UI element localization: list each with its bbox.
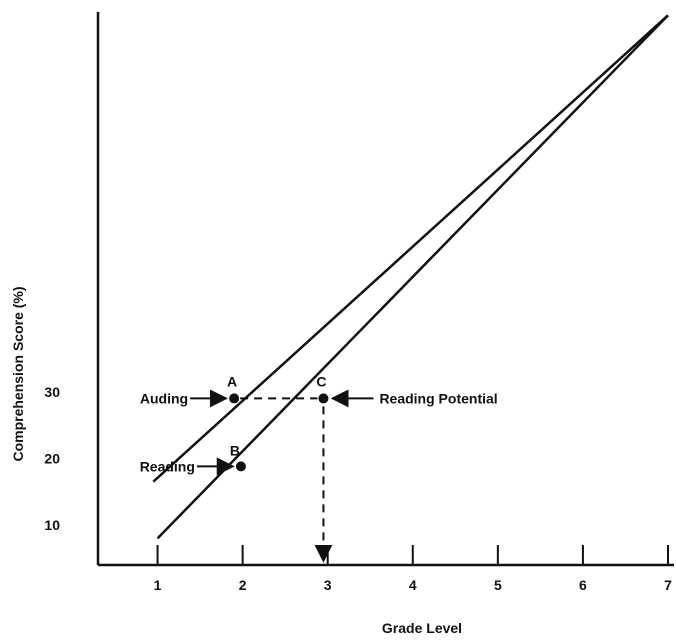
point-b [235,461,246,472]
axes [96,12,674,567]
point-a [229,393,240,404]
y-tick-label-10: 10 [44,517,60,533]
guide-lines [240,397,333,563]
point-c [318,393,329,404]
series-line-auding [152,14,669,483]
x-tick-label-1: 1 [154,577,162,593]
point-label-c: C [316,373,326,389]
point-label-b: B [230,442,240,458]
y-axis-label: Comprehension Score (%) [10,286,26,461]
y-tick-label-30: 30 [44,384,60,400]
y-tick-label-20: 20 [44,450,60,466]
series-lines [152,14,669,540]
series-line-reading [156,14,669,540]
x-tick-label-6: 6 [579,577,587,593]
annotation-reading: Reading [140,458,195,474]
point-label-a: A [227,373,237,389]
x-tick-label-4: 4 [409,577,417,593]
x-tick-label-7: 7 [664,577,672,593]
annotations: A B C Auding Reading Reading Potential [140,373,498,476]
x-tick-label-3: 3 [324,577,332,593]
x-tick-label-2: 2 [239,577,247,593]
x-axis-label: Grade Level [382,620,462,636]
annotation-auding: Auding [140,390,188,406]
data-points [229,393,329,472]
ticks: 1 2 3 4 5 6 7 10 20 30 [44,384,672,593]
annotation-reading-potential: Reading Potential [379,390,497,406]
x-tick-label-5: 5 [494,577,502,593]
